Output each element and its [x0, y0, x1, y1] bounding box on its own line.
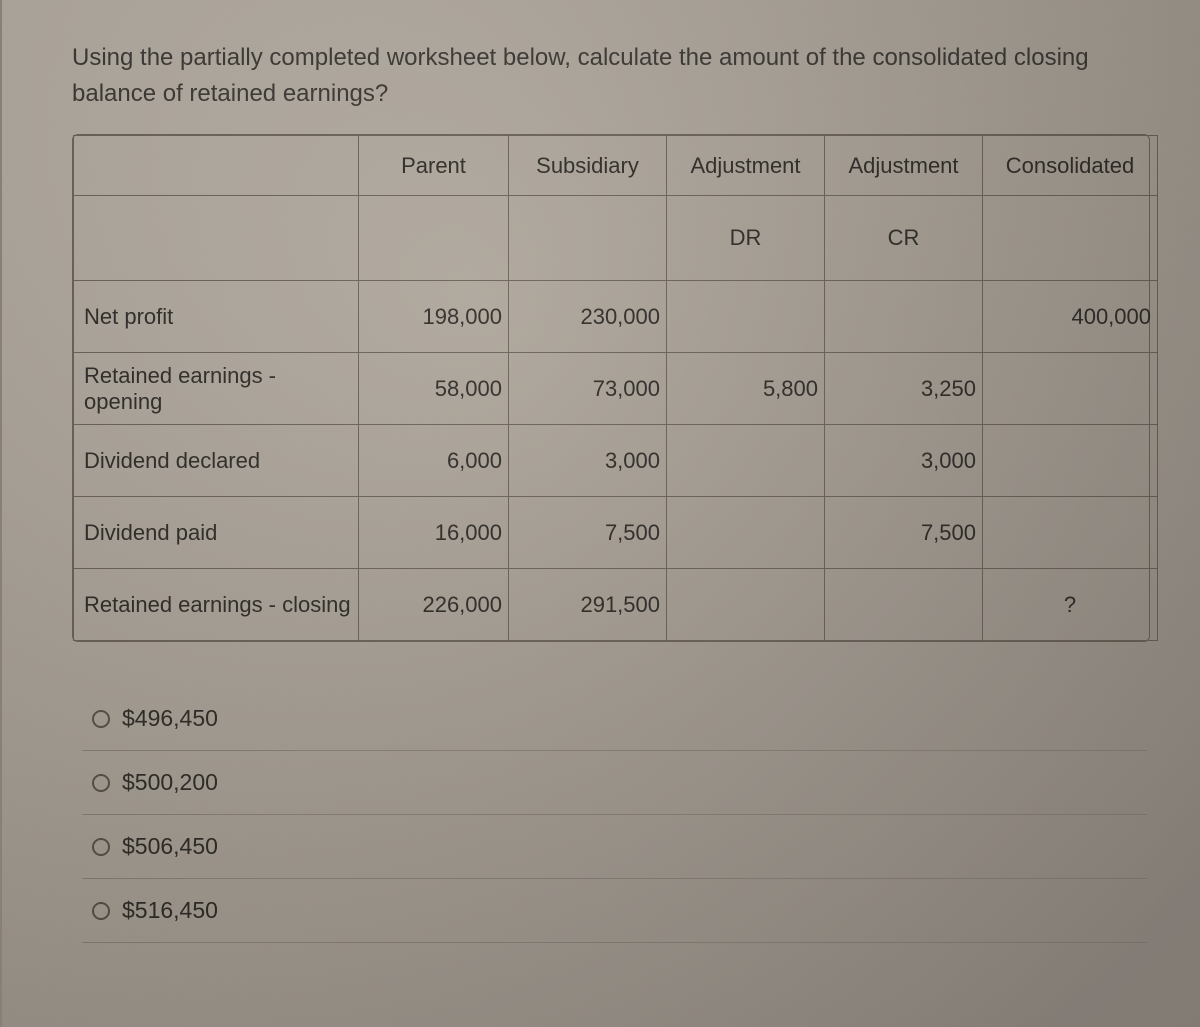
option-a-label: $496,450	[122, 705, 218, 732]
worksheet-page: Using the partially completed worksheet …	[0, 0, 1200, 1027]
header-adj-cr: Adjustment	[825, 136, 983, 196]
worksheet-table: Parent Subsidiary Adjustment Adjustment …	[73, 135, 1158, 641]
answer-options: $496,450 $500,200 $506,450 $516,450	[82, 687, 1147, 943]
cell-cons	[983, 353, 1158, 425]
cell-cr: 7,500	[825, 497, 983, 569]
subheader-cr: CR	[825, 196, 983, 281]
subheader-blank-2	[509, 196, 667, 281]
subheader-blank-5	[983, 196, 1158, 281]
cell-parent: 6,000	[359, 425, 509, 497]
subheader-blank-1	[359, 196, 509, 281]
cell-cons	[983, 497, 1158, 569]
cell-dr	[667, 497, 825, 569]
option-c-label: $506,450	[122, 833, 218, 860]
row-net-profit: Net profit 198,000 230,000 400,000	[74, 281, 1158, 353]
option-b[interactable]: $500,200	[82, 751, 1147, 815]
cell-sub: 3,000	[509, 425, 667, 497]
row-re-opening: Retained earnings - opening 58,000 73,00…	[74, 353, 1158, 425]
header-row: Parent Subsidiary Adjustment Adjustment …	[74, 136, 1158, 196]
cell-dr: 5,800	[667, 353, 825, 425]
option-d-label: $516,450	[122, 897, 218, 924]
cell-dr	[667, 281, 825, 353]
cell-label: Dividend paid	[74, 497, 359, 569]
cell-parent: 16,000	[359, 497, 509, 569]
subheader-row: DR CR	[74, 196, 1158, 281]
cell-sub: 291,500	[509, 569, 667, 641]
cell-label: Retained earnings - opening	[74, 353, 359, 425]
radio-icon	[92, 774, 110, 792]
cell-parent: 226,000	[359, 569, 509, 641]
header-adj-dr: Adjustment	[667, 136, 825, 196]
cell-cr	[825, 569, 983, 641]
header-parent: Parent	[359, 136, 509, 196]
option-d[interactable]: $516,450	[82, 879, 1147, 943]
option-b-label: $500,200	[122, 769, 218, 796]
cell-sub: 73,000	[509, 353, 667, 425]
header-blank	[74, 136, 359, 196]
cell-cons: 400,000	[983, 281, 1158, 353]
cell-dr	[667, 425, 825, 497]
row-div-paid: Dividend paid 16,000 7,500 7,500	[74, 497, 1158, 569]
subheader-blank-0	[74, 196, 359, 281]
cell-cr: 3,000	[825, 425, 983, 497]
cell-cons-unknown: ?	[983, 569, 1158, 641]
radio-icon	[92, 838, 110, 856]
header-consolidated: Consolidated	[983, 136, 1158, 196]
cell-label: Retained earnings - closing	[74, 569, 359, 641]
header-subsidiary: Subsidiary	[509, 136, 667, 196]
cell-parent: 198,000	[359, 281, 509, 353]
cell-cr	[825, 281, 983, 353]
question-text: Using the partially completed worksheet …	[72, 40, 1150, 112]
option-a[interactable]: $496,450	[82, 687, 1147, 751]
row-div-declared: Dividend declared 6,000 3,000 3,000	[74, 425, 1158, 497]
cell-sub: 7,500	[509, 497, 667, 569]
option-c[interactable]: $506,450	[82, 815, 1147, 879]
cell-label: Net profit	[74, 281, 359, 353]
worksheet-card: Parent Subsidiary Adjustment Adjustment …	[72, 134, 1150, 642]
cell-label: Dividend declared	[74, 425, 359, 497]
radio-icon	[92, 710, 110, 728]
cell-cr: 3,250	[825, 353, 983, 425]
radio-icon	[92, 902, 110, 920]
cell-cons	[983, 425, 1158, 497]
cell-parent: 58,000	[359, 353, 509, 425]
row-re-closing: Retained earnings - closing 226,000 291,…	[74, 569, 1158, 641]
cell-dr	[667, 569, 825, 641]
subheader-dr: DR	[667, 196, 825, 281]
cell-sub: 230,000	[509, 281, 667, 353]
